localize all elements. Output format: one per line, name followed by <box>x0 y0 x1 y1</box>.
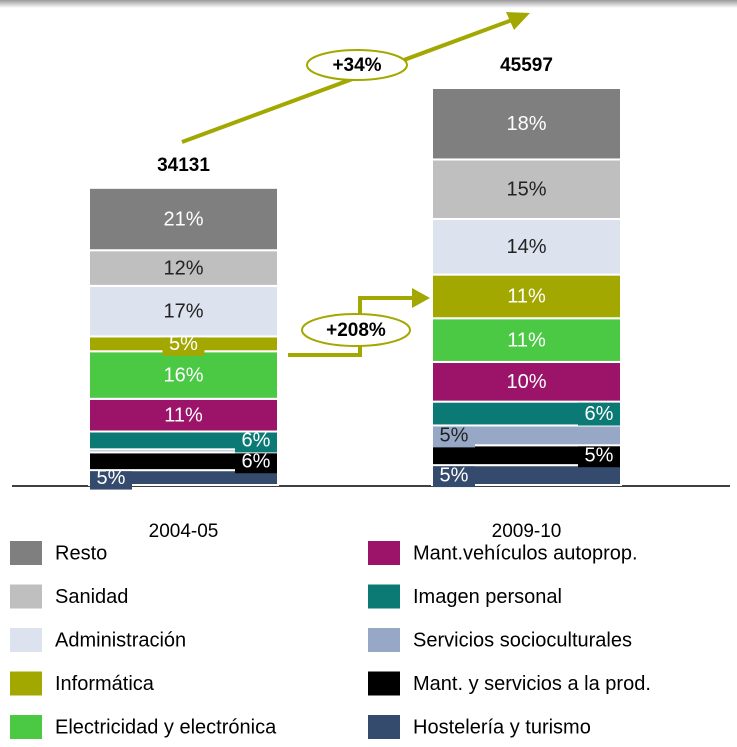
bar-segment <box>88 186 279 252</box>
data-label: 16% <box>163 364 203 386</box>
legend-label: Electricidad y electrónica <box>55 716 277 738</box>
x-tick-label: 2004-05 <box>149 521 219 542</box>
data-label: 17% <box>163 300 203 322</box>
legend-label: Sanidad <box>55 586 128 608</box>
arrow-head <box>506 12 530 30</box>
data-label: 11% <box>507 329 546 351</box>
legend-label: Resto <box>55 542 107 564</box>
legend-label: Imagen personal <box>413 586 562 608</box>
growth-arrow <box>181 18 513 144</box>
legend-swatch <box>10 541 42 565</box>
legend-label: Informática <box>55 673 155 695</box>
annotation: +34% <box>332 55 381 76</box>
data-label: 5% <box>97 467 126 489</box>
bar-segment <box>431 218 622 276</box>
legend-label: Administración <box>55 629 186 651</box>
bar-segment <box>431 273 622 320</box>
total-label: 34131 <box>157 155 210 176</box>
bar-segment <box>431 317 622 363</box>
legend-label: Mant. y servicios a la prod. <box>413 673 651 695</box>
legend-label: Mant.vehículos autoprop. <box>413 542 638 564</box>
top-shade <box>0 0 737 8</box>
data-label: 12% <box>163 257 203 279</box>
x-tick-label: 2009-10 <box>492 521 562 542</box>
data-label: 5% <box>169 333 198 355</box>
data-label: 6% <box>585 403 614 425</box>
legend-swatch <box>368 715 400 739</box>
bar-segment <box>88 350 279 400</box>
annotation-ellipse <box>301 313 411 347</box>
data-label: 11% <box>164 404 203 426</box>
legend-swatch <box>10 628 42 652</box>
data-label: 6% <box>242 430 271 452</box>
legend-swatch <box>10 715 42 739</box>
data-label: 15% <box>506 179 546 201</box>
data-label: 10% <box>506 371 546 393</box>
legend-label: Hostelería y turismo <box>413 716 591 738</box>
label-box <box>578 401 620 426</box>
label-box <box>578 443 620 468</box>
legend-swatch <box>368 671 400 696</box>
legend-swatch <box>368 584 400 609</box>
legend-swatch <box>368 541 400 565</box>
arrow-head <box>412 288 430 308</box>
data-label: 6% <box>242 451 271 473</box>
data-label: 11% <box>507 286 546 308</box>
bar-segment <box>88 284 279 338</box>
legend-swatch <box>10 671 42 696</box>
bar-segment <box>431 158 622 221</box>
data-label: 14% <box>506 236 546 258</box>
legend-swatch <box>10 584 42 609</box>
label-box <box>433 463 475 488</box>
legend-label: Servicios socioculturales <box>413 629 632 651</box>
data-label: 21% <box>163 208 203 230</box>
data-label: 18% <box>506 113 546 135</box>
data-label: 5% <box>440 425 469 447</box>
bar-segment <box>88 397 279 433</box>
data-label: 5% <box>585 445 614 467</box>
data-label: 5% <box>440 464 469 486</box>
total-label: 45597 <box>500 55 553 76</box>
label-box <box>433 423 475 448</box>
annotation: +208% <box>326 320 386 341</box>
annotation-ellipse <box>306 49 408 81</box>
bar-segment <box>431 87 622 161</box>
legend-swatch <box>368 628 400 652</box>
